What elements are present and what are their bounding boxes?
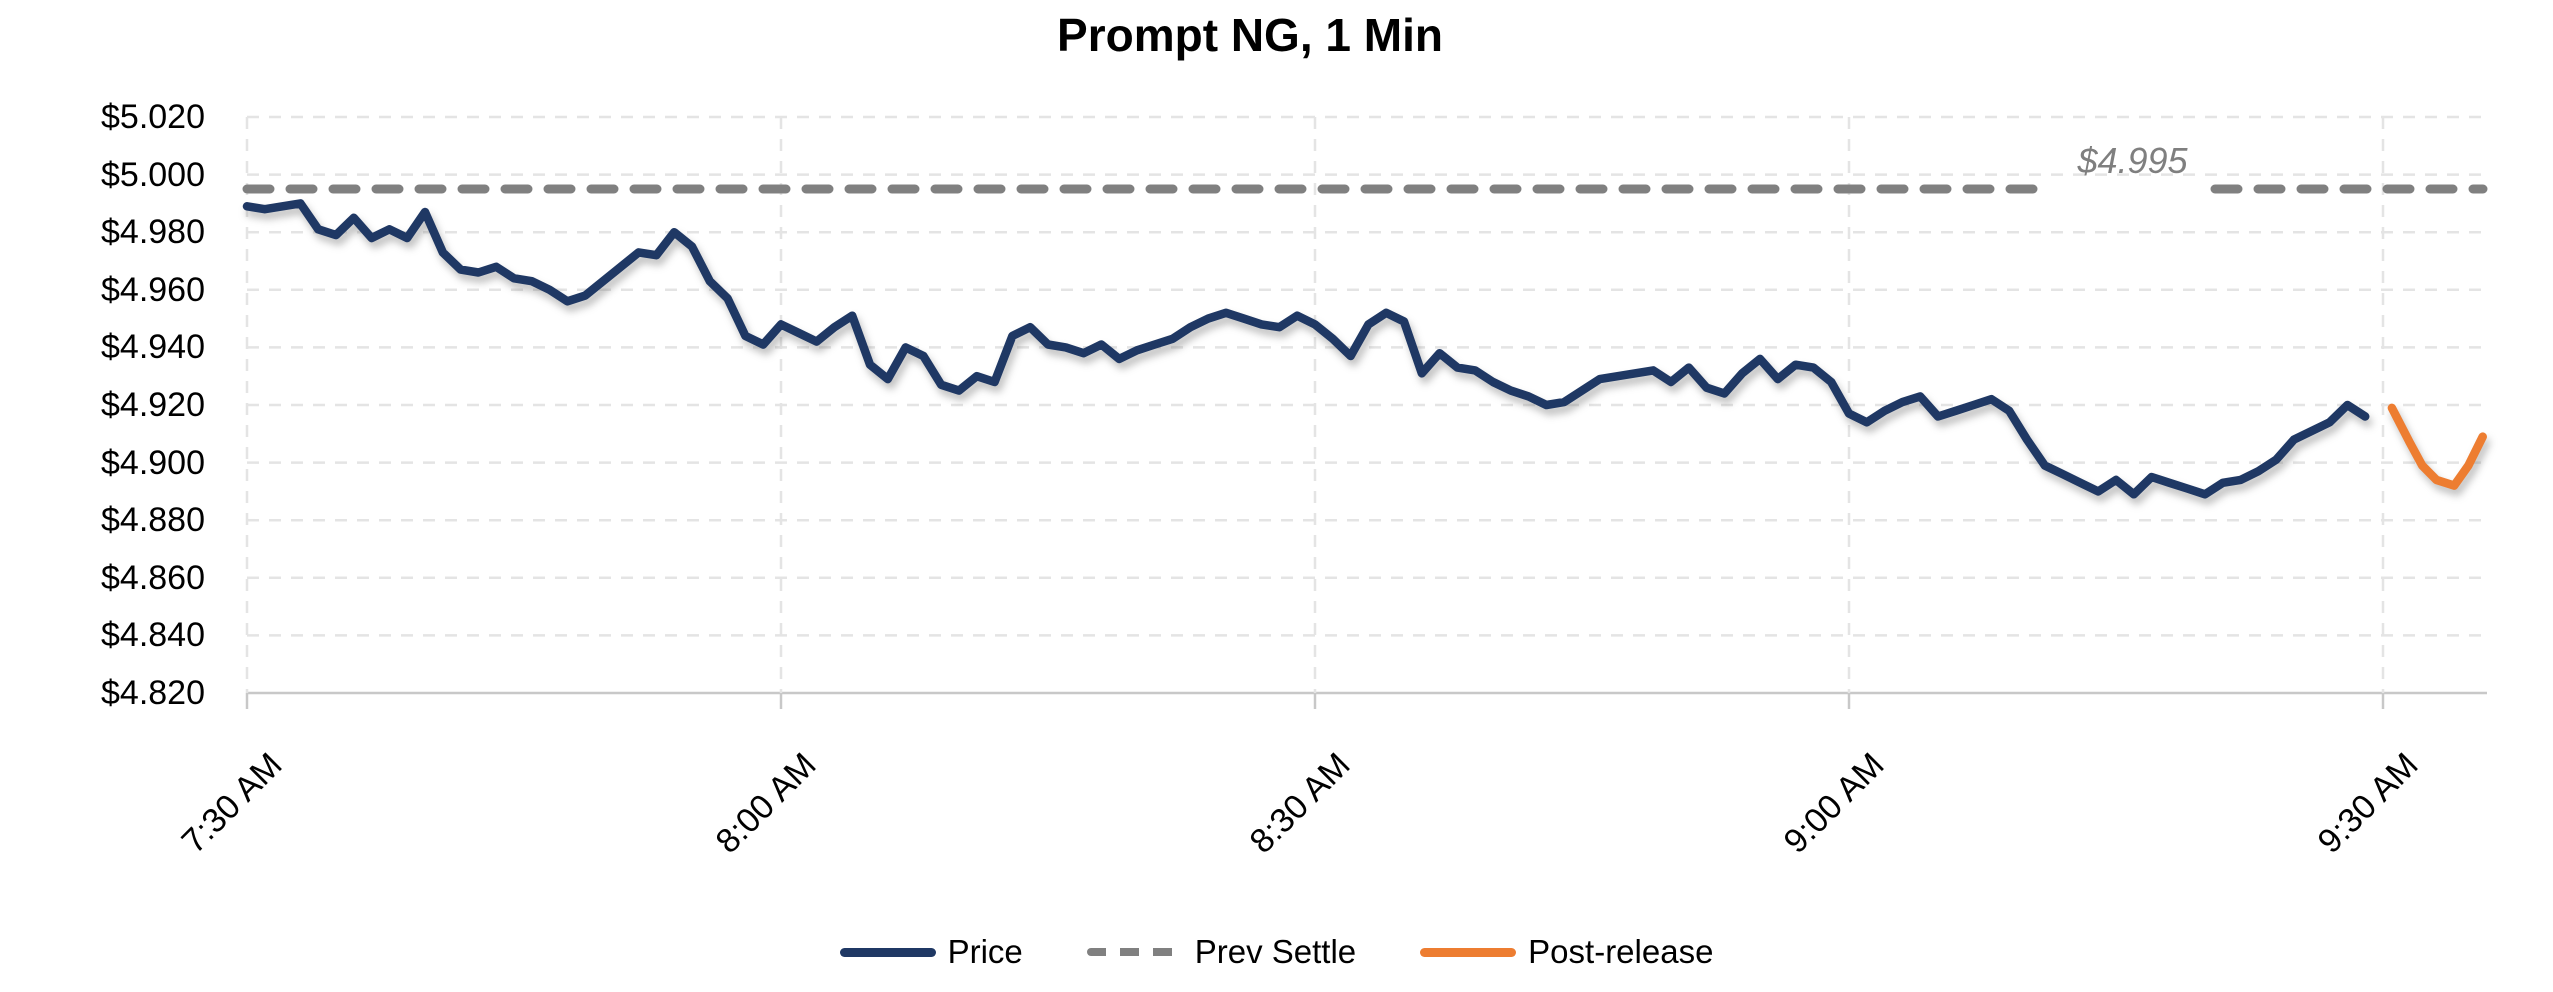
price-line-swatch (839, 947, 936, 957)
y-tick-label: $4.820 (101, 674, 205, 712)
y-tick-label: $4.920 (101, 386, 205, 424)
prev-settle-line-swatch (1086, 948, 1183, 956)
y-tick-label: $5.020 (101, 98, 205, 136)
y-tick-label: $4.860 (101, 558, 205, 597)
legend-item-prev-settle: Prev Settle (1086, 933, 1357, 971)
legend: Price Prev Settle Post-release (0, 922, 2553, 982)
legend-item-price: Price (839, 933, 1023, 971)
legend-label-price: Price (947, 933, 1023, 970)
y-tick-label: $4.900 (101, 443, 205, 482)
y-tick-label: $4.980 (101, 213, 205, 252)
price-line (242, 199, 2370, 499)
chart-title: Prompt NG, 1 Min (1057, 9, 1443, 61)
legend-label-post-release: Post-release (1528, 933, 1714, 970)
y-tick-label: $4.960 (101, 270, 205, 309)
post-release-line-swatch (1420, 947, 1517, 957)
y-tick-label: $4.940 (101, 328, 205, 367)
y-tick-label: $4.880 (101, 501, 205, 540)
post-release-line (2387, 403, 2487, 490)
prev-settle-annotation: $4.995 (2077, 140, 2188, 181)
y-tick-label: $5.000 (101, 155, 205, 194)
legend-label-prev-settle: Prev Settle (1194, 933, 1357, 970)
legend-item-post-release: Post-release (1420, 933, 1713, 971)
y-tick-label: $4.840 (101, 616, 205, 655)
